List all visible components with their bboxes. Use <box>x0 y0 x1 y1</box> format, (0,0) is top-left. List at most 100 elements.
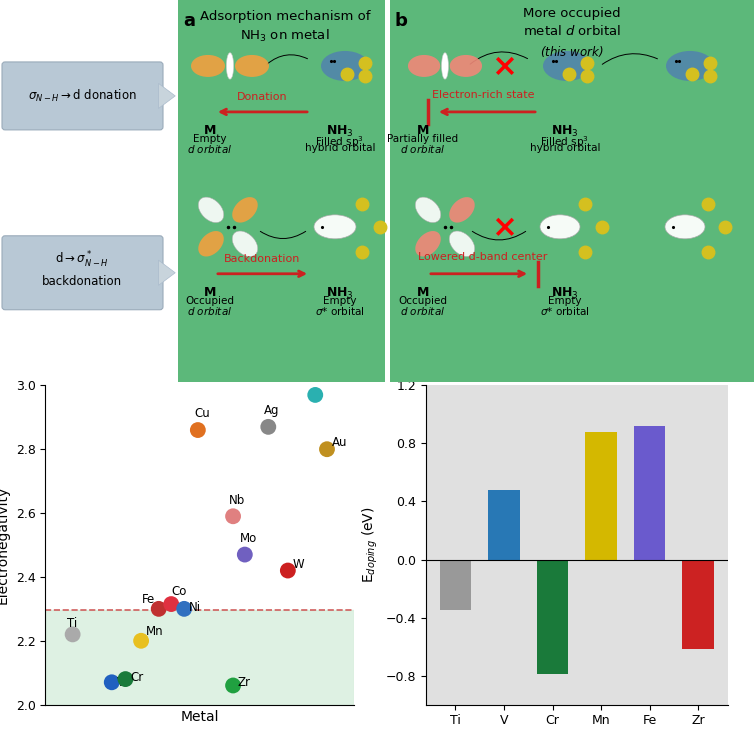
FancyBboxPatch shape <box>2 236 163 310</box>
Point <box>119 673 131 685</box>
Text: Filled sp$^3$: Filled sp$^3$ <box>315 134 364 150</box>
Text: Nb: Nb <box>228 494 244 506</box>
Text: hybrid orbital: hybrid orbital <box>530 143 600 153</box>
Bar <box>178 0 385 382</box>
Text: Fe: Fe <box>143 592 155 606</box>
Text: V: V <box>116 676 124 688</box>
Text: Au: Au <box>332 436 347 449</box>
Point <box>135 635 147 647</box>
Ellipse shape <box>321 51 369 81</box>
Ellipse shape <box>232 231 258 256</box>
Text: Ni: Ni <box>188 600 201 614</box>
Text: Ag: Ag <box>264 404 279 417</box>
Text: $\sigma$* orbital: $\sigma$* orbital <box>540 305 590 317</box>
Ellipse shape <box>314 215 356 239</box>
Text: b: b <box>395 12 408 30</box>
Ellipse shape <box>449 231 475 256</box>
FancyArrowPatch shape <box>158 84 175 109</box>
Ellipse shape <box>666 51 714 81</box>
Text: NH$_3$: NH$_3$ <box>551 286 579 301</box>
Point <box>262 421 274 433</box>
Ellipse shape <box>226 53 234 79</box>
Text: Occupied: Occupied <box>399 296 448 306</box>
Ellipse shape <box>408 55 440 77</box>
Point <box>106 677 118 688</box>
Ellipse shape <box>540 215 580 239</box>
Point <box>165 598 177 610</box>
Point <box>66 628 78 640</box>
Text: $d$ orbital: $d$ orbital <box>188 143 233 155</box>
X-axis label: Metal: Metal <box>180 711 219 724</box>
Text: Co: Co <box>171 585 187 597</box>
Point <box>227 510 239 522</box>
Text: Cu: Cu <box>194 407 210 421</box>
Y-axis label: Electronegativity: Electronegativity <box>0 486 10 604</box>
Text: Electron-rich state: Electron-rich state <box>432 90 535 100</box>
Text: NH$_3$: NH$_3$ <box>326 124 354 139</box>
Text: W: W <box>293 558 304 570</box>
Ellipse shape <box>191 55 225 77</box>
Text: a: a <box>183 12 195 30</box>
Text: Zr: Zr <box>238 676 251 688</box>
Text: NH$_3$: NH$_3$ <box>551 124 579 139</box>
FancyArrowPatch shape <box>158 261 175 286</box>
Bar <box>45 611 354 705</box>
Ellipse shape <box>665 215 705 239</box>
Ellipse shape <box>449 197 475 222</box>
Ellipse shape <box>198 197 224 222</box>
Text: Adsorption mechanism of
NH$_3$ on metal: Adsorption mechanism of NH$_3$ on metal <box>200 10 370 44</box>
FancyBboxPatch shape <box>2 62 163 130</box>
Point <box>239 549 251 561</box>
Ellipse shape <box>543 51 591 81</box>
Ellipse shape <box>415 197 441 222</box>
Text: Partially filled: Partially filled <box>388 134 458 144</box>
Text: Empty: Empty <box>193 134 227 144</box>
Text: Ti: Ti <box>67 617 77 630</box>
Text: $\sigma$* orbital: $\sigma$* orbital <box>315 305 365 317</box>
Bar <box>440 559 471 610</box>
Text: Empty: Empty <box>323 296 357 306</box>
Bar <box>489 490 520 559</box>
Point <box>321 443 333 455</box>
Ellipse shape <box>232 197 258 222</box>
Y-axis label: E$_{doping}$ (eV): E$_{doping}$ (eV) <box>361 506 380 584</box>
Text: d: d <box>366 359 379 377</box>
Ellipse shape <box>442 53 449 79</box>
Bar <box>537 559 569 674</box>
Point <box>153 603 165 615</box>
Text: Lowered d-band center: Lowered d-band center <box>418 252 547 262</box>
Bar <box>585 432 617 559</box>
Ellipse shape <box>415 231 441 256</box>
Point <box>309 389 321 401</box>
Text: M: M <box>204 286 216 299</box>
Text: Filled sp$^3$: Filled sp$^3$ <box>541 134 590 150</box>
Text: $\sigma_{N-H}$$\rightarrow$d donation: $\sigma_{N-H}$$\rightarrow$d donation <box>28 88 136 104</box>
Ellipse shape <box>198 231 224 256</box>
Ellipse shape <box>235 55 269 77</box>
Text: $d$ orbital: $d$ orbital <box>188 305 233 317</box>
Text: $d$ orbital: $d$ orbital <box>400 305 446 317</box>
Text: More occupied
metal $d$ orbital: More occupied metal $d$ orbital <box>523 7 621 38</box>
Point <box>178 603 190 615</box>
Text: Occupied: Occupied <box>185 296 234 306</box>
Text: M: M <box>204 124 216 137</box>
Text: NH$_3$: NH$_3$ <box>326 286 354 301</box>
Bar <box>634 426 665 559</box>
Text: Donation: Donation <box>238 92 288 102</box>
Text: Mn: Mn <box>146 625 164 638</box>
Point <box>227 680 239 691</box>
Text: Empty: Empty <box>548 296 582 306</box>
Text: M: M <box>417 286 429 299</box>
Point <box>192 424 204 436</box>
Ellipse shape <box>449 55 482 77</box>
Text: Mo: Mo <box>240 532 257 545</box>
Point <box>282 564 294 576</box>
Text: Cr: Cr <box>130 671 143 684</box>
Text: M: M <box>417 124 429 137</box>
Bar <box>390 0 754 382</box>
Text: d$\rightarrow\sigma^*_{N-H}$
backdonation: d$\rightarrow\sigma^*_{N-H}$ backdonatio… <box>42 250 122 288</box>
Text: ($this$ $work$): ($this$ $work$) <box>540 44 604 59</box>
Text: Pt: Pt <box>311 372 323 385</box>
Text: hybrid orbital: hybrid orbital <box>305 143 375 153</box>
Text: Backdonation: Backdonation <box>224 254 301 264</box>
